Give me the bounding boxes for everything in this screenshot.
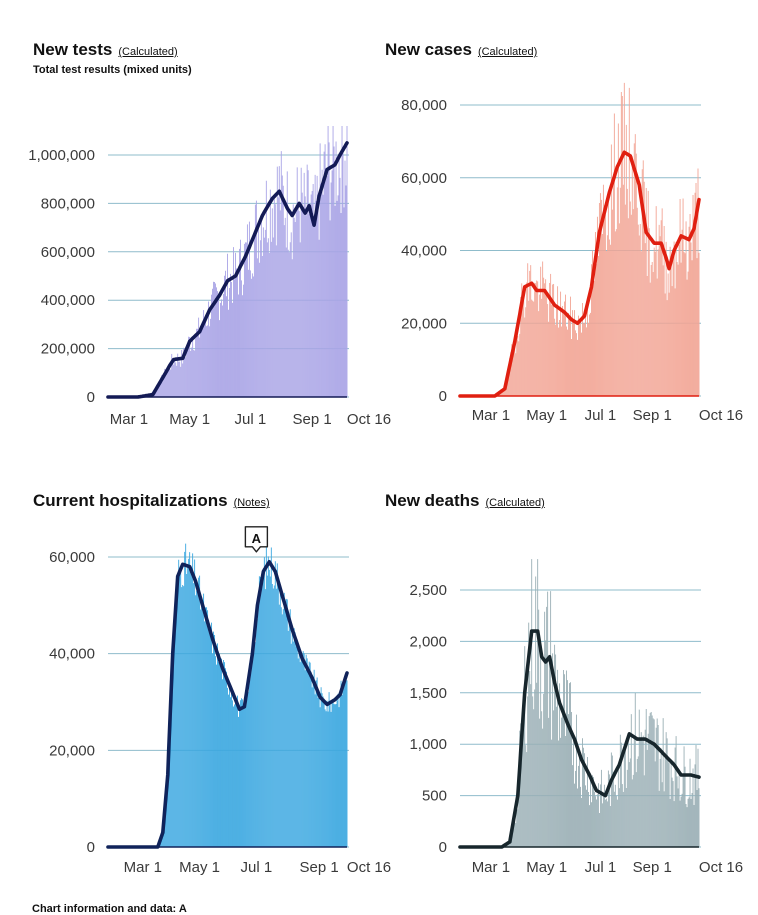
hosp-y-tick-label: 20,000 [49,742,95,759]
tests-x-tick-label: May 1 [169,411,210,428]
hosp-x-tick-label: Oct 16 [347,859,391,876]
deaths-y-tick-label: 0 [439,839,447,856]
chart-info-footer: Chart information and data: A [32,903,187,915]
hosp-average-line [106,560,349,849]
hosp-x-tick-label: May 1 [179,859,220,876]
tests-calculated-link[interactable]: (Calculated) [118,46,178,58]
deaths-y-tick-label: 500 [422,788,447,805]
deaths-title: New deaths (Calculated) [385,491,545,511]
hosp-title-text: Current hospitalizations [33,491,228,510]
hosp-x-tick-label: Sep 1 [300,859,339,876]
cases-x-tick-label: Jul 1 [585,407,617,424]
deaths-y-tick-label: 2,000 [409,633,447,650]
deaths-x-tick-label: Jul 1 [585,859,617,876]
cases-y-tick-label: 20,000 [401,315,447,332]
hosp-annotation-label: A [252,531,262,546]
deaths-bars [502,559,700,847]
tests-x-tick-label: Oct 16 [347,411,391,428]
cases-calculated-link[interactable]: (Calculated) [477,46,538,58]
tests-y-tick-label: 600,000 [41,244,95,261]
cases-x-tick-label: Mar 1 [472,407,510,424]
deaths-x-tick-label: Oct 16 [699,859,743,876]
deaths-calculated-link[interactable]: (Calculated) [485,497,545,509]
tests-chart: 0 200,000 400,000 600,000 800,000 1,000,000 Ma… [28,125,391,428]
hosp-y-tick-label: 40,000 [49,646,95,663]
tests-bars [138,125,348,397]
cases-x-tick-label: Sep 1 [633,407,672,424]
hosp-notes-link[interactable]: (Notes) [233,497,270,509]
cases-panel: New cases (Calculated) 0 20,000 40,000 60,00… [380,0,758,450]
cases-y-tick-label: 80,000 [401,97,447,114]
tests-x-tick-label: Mar 1 [110,411,148,428]
cases-title: New cases (Calculated) [385,40,537,60]
deaths-x-tick-label: Sep 1 [633,859,672,876]
tests-average-line [106,141,349,399]
cases-average-line [458,150,701,398]
hosp-chart: 0 20,000 40,000 60,000 Mar 1 May 1 Jul 1 Sep 1 O… [49,526,391,876]
tests-y-tick-label: 1,000,000 [28,147,95,164]
deaths-x-tick-label: Mar 1 [472,859,510,876]
deaths-title-text: New deaths [385,491,480,510]
hosp-y-tick-label: 60,000 [49,549,95,566]
hosp-annotation-box [244,526,269,553]
cases-x-tick-label: May 1 [526,407,567,424]
hosp-bars [158,543,348,847]
hosp-panel: Current hospitalizations (Notes) 0 20,000 4… [0,460,391,900]
cases-title-text: New cases [385,40,472,59]
tests-panel: New tests (Calculated) Total test results… [0,0,391,450]
cases-bars [495,82,700,396]
deaths-chart: 0 500 1,000 1,500 2,000 2,500 Mar 1 May 1 Jul 1 S… [409,559,743,876]
hosp-annotation-marker[interactable]: A [244,526,269,553]
tests-title-text: New tests [33,40,113,59]
tests-y-tick-label: 0 [87,389,95,406]
deaths-y-tick-label: 1,000 [409,736,447,753]
tests-x-tick-label: Jul 1 [235,411,267,428]
tests-y-tick-label: 200,000 [41,341,95,358]
tests-title: New tests (Calculated) [33,40,178,60]
cases-y-tick-label: 40,000 [401,243,447,260]
cases-y-tick-label: 60,000 [401,170,447,187]
tests-y-tick-label: 400,000 [41,292,95,309]
deaths-y-tick-label: 2,500 [409,582,447,599]
tests-x-tick-label: Sep 1 [293,411,332,428]
deaths-x-tick-label: May 1 [526,859,567,876]
cases-chart: 0 20,000 40,000 60,000 80,000 Mar 1 May 1 Jul 1… [401,82,743,424]
cases-x-tick-label: Oct 16 [699,407,743,424]
hosp-x-tick-label: Jul 1 [241,859,273,876]
cases-y-tick-label: 0 [439,388,447,405]
hosp-x-tick-label: Mar 1 [124,859,162,876]
hosp-title: Current hospitalizations (Notes) [33,491,270,511]
deaths-panel: New deaths (Calculated) 0 500 1,000 1,500 2,0… [380,460,758,900]
tests-subtitle: Total test results (mixed units) [33,64,192,76]
hosp-y-tick-label: 0 [87,839,95,856]
deaths-y-tick-label: 1,500 [409,685,447,702]
tests-y-tick-label: 800,000 [41,195,95,212]
deaths-average-line [458,629,701,849]
